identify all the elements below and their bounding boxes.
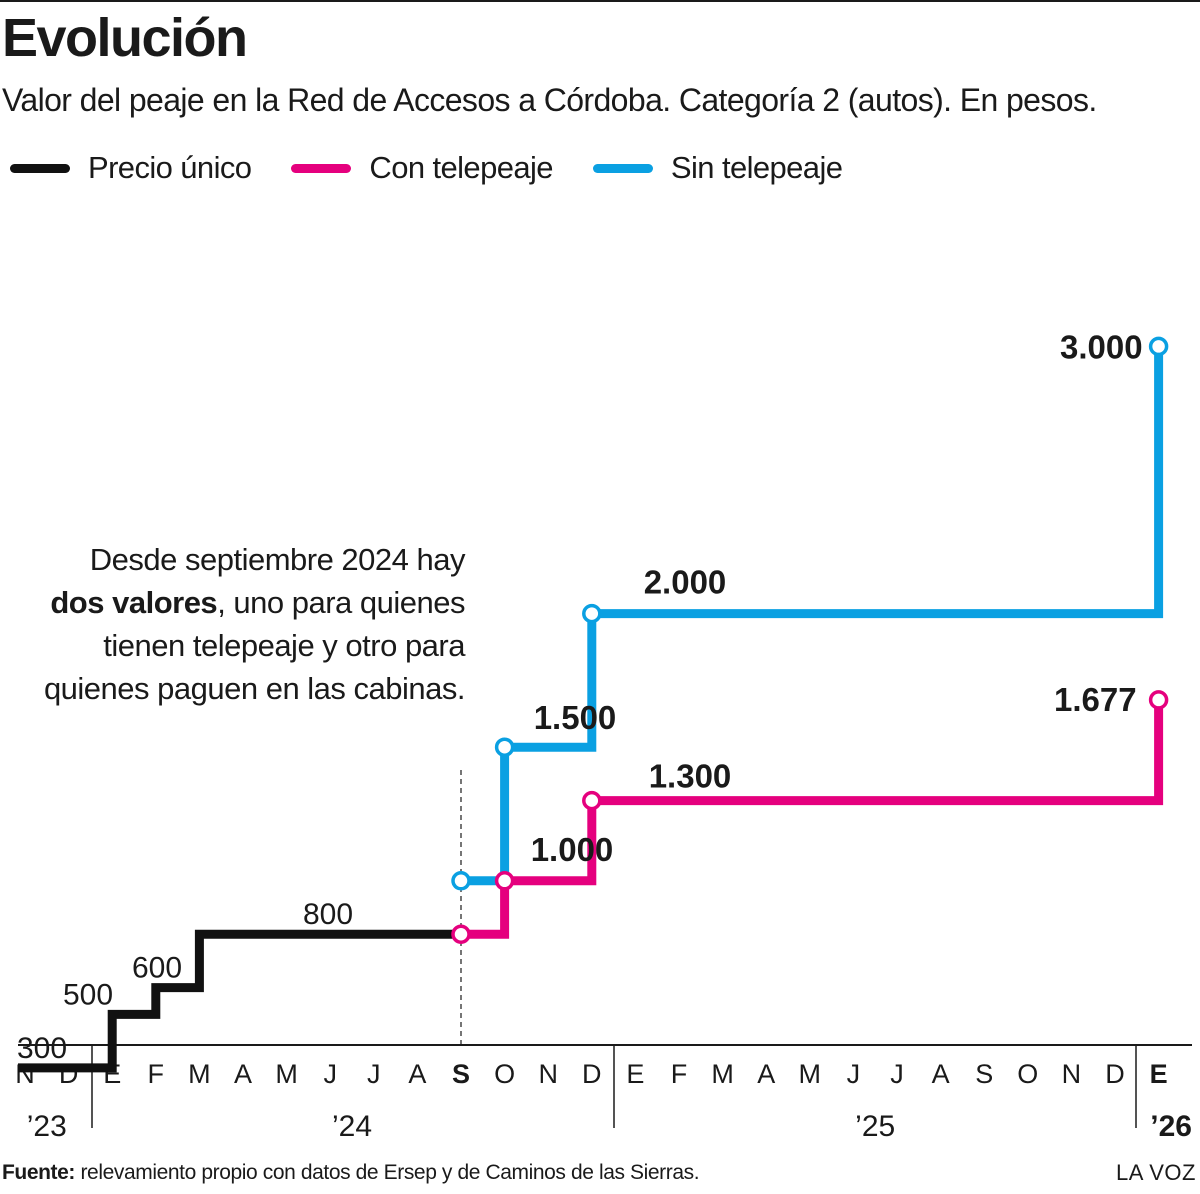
legend-label: Con telepeaje — [369, 150, 553, 185]
legend-swatch-precio-unico — [10, 163, 70, 173]
series-line-precio-unico — [18, 929, 461, 1073]
x-tick-label: D — [1105, 1059, 1125, 1089]
source-label: Fuente: — [2, 1161, 76, 1184]
x-tick-label: J — [367, 1059, 381, 1089]
legend-item-precio-unico: Precio único — [10, 146, 252, 190]
x-tick-label: N — [1062, 1059, 1082, 1089]
x-tick-label: F — [671, 1059, 688, 1089]
x-tick-label: M — [799, 1059, 822, 1089]
x-tick-label: J — [323, 1059, 337, 1089]
legend-item-sin-telepeaje: Sin telepeaje — [592, 146, 843, 190]
legend-label: Precio único — [88, 150, 252, 185]
x-tick-label: J — [847, 1059, 861, 1089]
legend-swatch-con-telepeaje — [291, 163, 352, 173]
x-tick-label: A — [757, 1059, 775, 1089]
data-label: 1.500 — [534, 699, 617, 736]
data-label: 1.300 — [649, 758, 732, 795]
point-marker — [451, 871, 471, 891]
data-label: 300 — [17, 1032, 67, 1065]
data-label: 1.000 — [531, 831, 614, 868]
x-tick-label: M — [275, 1059, 298, 1089]
year-label: ’25 — [855, 1110, 895, 1143]
page-title: Evolución — [2, 8, 248, 68]
x-tick-label: E — [626, 1059, 644, 1089]
legend-label: Sin telepeaje — [670, 150, 843, 185]
point-marker — [582, 790, 602, 811]
point-marker — [494, 871, 515, 891]
x-tick-label: A — [408, 1059, 426, 1089]
x-tick-label: O — [494, 1059, 515, 1089]
series-line-con-telepeaje — [461, 699, 1164, 939]
x-tick-label: M — [188, 1059, 211, 1089]
data-label: 600 — [132, 952, 182, 985]
annotation-line-2-rest: , uno para quienes — [217, 585, 465, 620]
x-tick-label: F — [148, 1059, 165, 1089]
x-tick-label: M — [711, 1059, 734, 1089]
legend-item-con-telepeaje: Con telepeaje — [291, 146, 554, 190]
data-label: 3.000 — [1060, 328, 1143, 365]
x-tick-label: S — [452, 1059, 470, 1089]
source-note: Fuente: relevamiento propio con datos de… — [2, 1158, 700, 1188]
point-marker — [1148, 336, 1169, 357]
data-label: 1.677 — [1054, 681, 1137, 718]
brand-logo: LA VOZ — [1115, 1160, 1196, 1185]
data-label: 800 — [303, 898, 353, 931]
x-tick-label: S — [975, 1059, 993, 1089]
x-tick-label: D — [582, 1059, 602, 1089]
data-label: 2.000 — [644, 564, 727, 601]
top-rule — [0, 0, 1200, 2]
point-marker — [1148, 690, 1169, 710]
point-marker — [582, 603, 602, 624]
annotation-bold: dos valores — [50, 585, 218, 620]
point-marker — [494, 737, 515, 757]
x-tick-label: O — [1017, 1059, 1038, 1089]
legend: Precio único Con telepeaje Sin telepeaje — [10, 146, 882, 190]
annotation-line-3: tienen telepeaje y otro para — [103, 628, 465, 663]
year-label: ’23 — [27, 1110, 67, 1143]
x-tick-label: N — [538, 1059, 558, 1089]
annotation-line-1: Desde septiembre 2024 hay — [89, 542, 466, 577]
x-tick-label: A — [234, 1059, 252, 1089]
page-subtitle: Valor del peaje en la Red de Accesos a C… — [2, 82, 1097, 118]
source-text: relevamiento propio con datos de Ersep y… — [75, 1161, 700, 1184]
data-label: 500 — [63, 978, 113, 1011]
x-tick-label: J — [890, 1059, 904, 1089]
year-label: ’24 — [332, 1110, 372, 1143]
x-tick-label: A — [932, 1059, 950, 1089]
annotation-line-4: quienes paguen en las cabinas. — [43, 671, 466, 706]
year-label: ’26 — [1150, 1110, 1192, 1143]
x-tick-label: E — [1150, 1059, 1168, 1089]
legend-swatch-sin-telepeaje — [592, 163, 653, 173]
point-marker — [451, 924, 471, 944]
chart-annotation: Desde septiembre 2024 hay dos valores, u… — [20, 538, 466, 710]
